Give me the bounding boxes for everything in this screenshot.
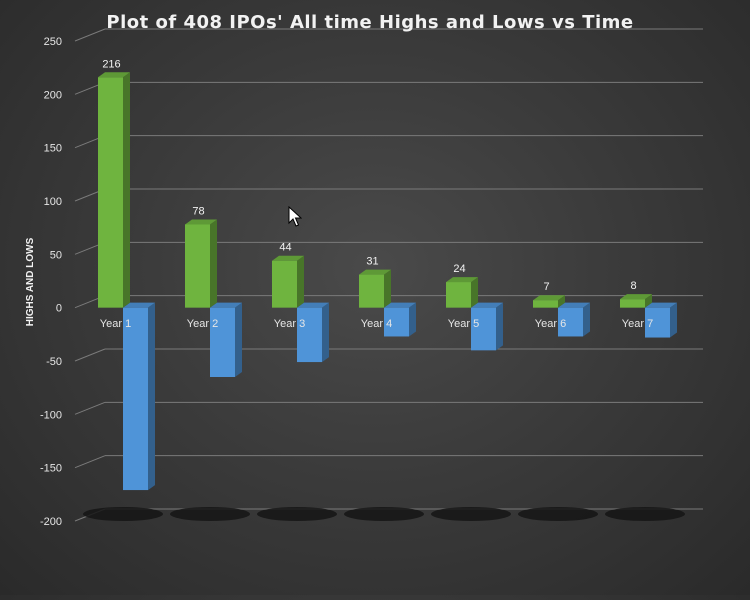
bar-high <box>446 282 471 308</box>
floor-shadow <box>257 507 337 521</box>
floor-shadow <box>344 507 424 521</box>
x-tick-label: Year 4 <box>361 318 392 330</box>
x-tick-label: Year 7 <box>622 318 653 330</box>
bar-high <box>98 77 123 308</box>
bar-high-side <box>123 72 130 308</box>
mouse-pointer-icon <box>288 205 303 228</box>
bar-low-top <box>471 302 503 308</box>
bar-low-side <box>235 302 242 377</box>
bar-low-side <box>670 302 677 338</box>
bar-low-top <box>558 302 590 308</box>
data-label: 8 <box>630 280 636 292</box>
gridline-diag <box>74 401 106 415</box>
floor-shadow <box>83 507 163 521</box>
x-tick-label: Year 1 <box>100 318 131 330</box>
y-tick-label: -100 <box>40 409 62 421</box>
bar-low-side <box>148 302 155 491</box>
bar-low <box>123 307 148 491</box>
bar-high-top <box>185 219 217 225</box>
floor-shadow <box>170 507 250 521</box>
bar-low-side <box>496 302 503 351</box>
y-tick-label: 0 <box>56 303 62 315</box>
bar-high-side <box>471 277 478 308</box>
y-tick-label: 100 <box>44 196 62 208</box>
bar-low-top <box>123 302 155 308</box>
bar-high-top <box>272 255 304 261</box>
data-label: 44 <box>279 242 291 254</box>
floor-shadow <box>605 507 685 521</box>
bar-low-side <box>322 302 329 363</box>
bar-high-top <box>359 269 391 275</box>
bar-low <box>645 307 670 338</box>
bar-high-top <box>98 72 130 78</box>
x-tick-label: Year 3 <box>274 318 305 330</box>
bar-high <box>620 299 645 308</box>
bar-low-top <box>210 302 242 308</box>
bar-low <box>297 307 322 363</box>
data-label: 24 <box>453 263 465 275</box>
y-tick-label: 250 <box>44 36 62 48</box>
x-tick-label: Year 2 <box>187 318 218 330</box>
bar-high <box>185 224 210 308</box>
data-label: 7 <box>543 281 549 293</box>
y-tick-label: 200 <box>44 89 62 101</box>
bar-low <box>210 307 235 377</box>
bar-low-top <box>645 302 677 308</box>
bar-high <box>533 300 558 308</box>
bar-low-top <box>384 302 416 308</box>
bar-high-side <box>558 295 565 308</box>
bar-high-side <box>210 219 217 308</box>
bar-high <box>359 274 384 308</box>
gridline-diag <box>74 455 106 469</box>
bar-high-side <box>645 294 652 308</box>
y-tick-label: -50 <box>46 356 62 368</box>
bar-low-side <box>583 302 590 337</box>
x-tick-label: Year 6 <box>535 318 566 330</box>
bar-low <box>558 307 583 337</box>
chart-title: Plot of 408 IPOs' All time Highs and Low… <box>106 12 633 33</box>
bar-high-top <box>533 295 565 301</box>
y-tick-label: 50 <box>50 249 62 261</box>
bar-low <box>384 307 409 337</box>
floor-shadow <box>518 507 598 521</box>
bar-high-top <box>446 277 478 283</box>
data-label: 216 <box>102 58 120 70</box>
data-label: 78 <box>192 205 204 217</box>
gridline-diag <box>74 348 106 362</box>
bar-high <box>272 260 297 308</box>
bar-low <box>471 307 496 351</box>
bar-high-side <box>384 269 391 308</box>
y-tick-label: -150 <box>40 463 62 475</box>
bar-high-top <box>620 294 652 300</box>
floor-shadow <box>431 507 511 521</box>
y-tick-label: -200 <box>40 516 62 528</box>
y-tick-label: 150 <box>44 143 62 155</box>
bar-low-side <box>409 302 416 337</box>
x-tick-label: Year 5 <box>448 318 479 330</box>
gridline-diag <box>74 28 106 42</box>
bar-high-side <box>297 255 304 308</box>
bar-low-top <box>297 302 329 308</box>
data-label: 31 <box>366 256 378 268</box>
y-axis-title: HIGHS AND LOWS <box>25 237 36 326</box>
